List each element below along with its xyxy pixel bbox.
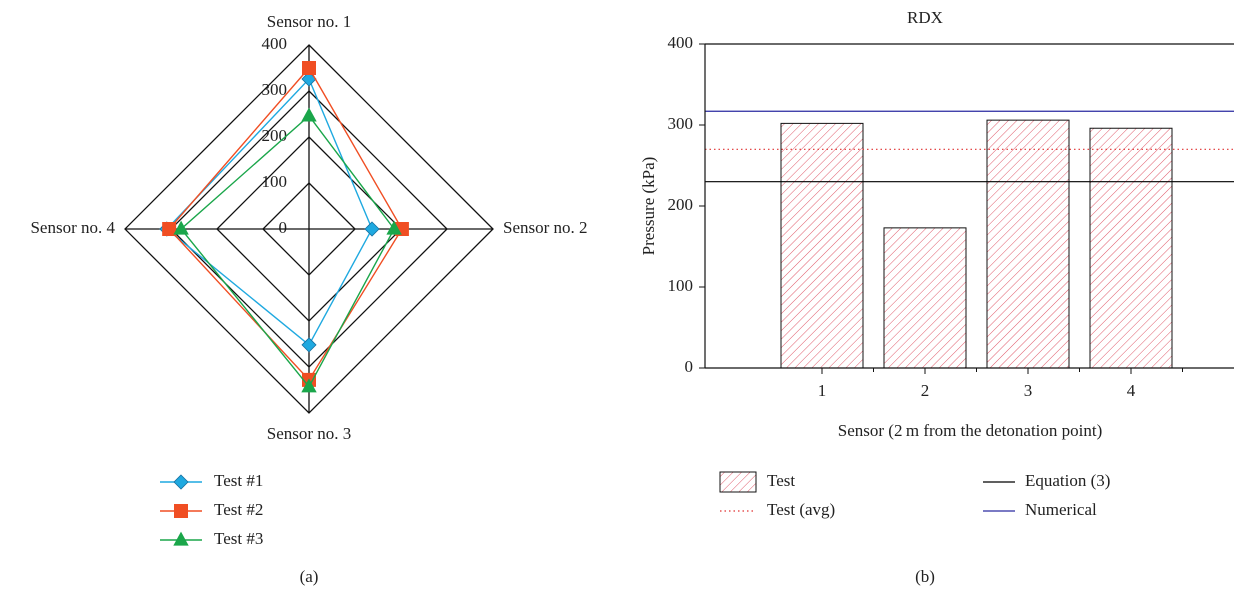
marker <box>174 504 188 518</box>
panel-label: (b) <box>915 567 935 586</box>
legend-swatch <box>719 471 757 493</box>
y-tick-label: 200 <box>668 195 694 214</box>
y-tick-label: 300 <box>668 114 694 133</box>
series-line <box>165 77 373 346</box>
marker <box>386 220 402 235</box>
marker <box>173 531 189 546</box>
bar <box>883 227 967 369</box>
axis-label: Sensor no. 3 <box>267 424 352 443</box>
chart-title: RDX <box>907 8 943 27</box>
marker <box>301 378 317 393</box>
marker <box>173 474 189 490</box>
r-tick-label: 100 <box>262 172 288 191</box>
r-tick-label: 300 <box>262 80 288 99</box>
legend-label: Test #1 <box>214 471 263 490</box>
r-tick-label: 400 <box>262 34 288 53</box>
y-axis-label: Pressure (kPa) <box>639 157 658 256</box>
x-axis-label: Sensor (2 m from the detonation point) <box>838 421 1103 440</box>
marker <box>162 222 177 236</box>
bar <box>780 122 864 369</box>
legend-label: Equation (3) <box>1025 471 1110 490</box>
x-tick-label: 4 <box>1127 381 1136 400</box>
x-tick-label: 1 <box>818 381 827 400</box>
y-tick-label: 100 <box>668 276 694 295</box>
panel-label: (a) <box>300 567 319 586</box>
legend-label: Test #3 <box>214 529 263 548</box>
x-tick-label: 3 <box>1024 381 1033 400</box>
marker <box>173 220 189 235</box>
axis-label: Sensor no. 4 <box>30 218 115 237</box>
legend-label: Test #2 <box>214 500 263 519</box>
axis-label: Sensor no. 2 <box>503 218 588 237</box>
axis-label: Sensor no. 1 <box>267 12 352 31</box>
legend-label: Test <box>767 471 795 490</box>
legend-label: Test (avg) <box>767 500 835 519</box>
bar <box>1089 127 1173 369</box>
marker <box>364 221 380 237</box>
r-tick-label: 0 <box>279 218 288 237</box>
marker <box>301 337 317 353</box>
y-tick-label: 400 <box>668 33 694 52</box>
x-tick-label: 2 <box>921 381 930 400</box>
bar <box>986 119 1070 369</box>
marker <box>302 61 316 75</box>
marker <box>301 107 317 122</box>
y-tick-label: 0 <box>685 357 694 376</box>
legend-label: Numerical <box>1025 500 1097 519</box>
